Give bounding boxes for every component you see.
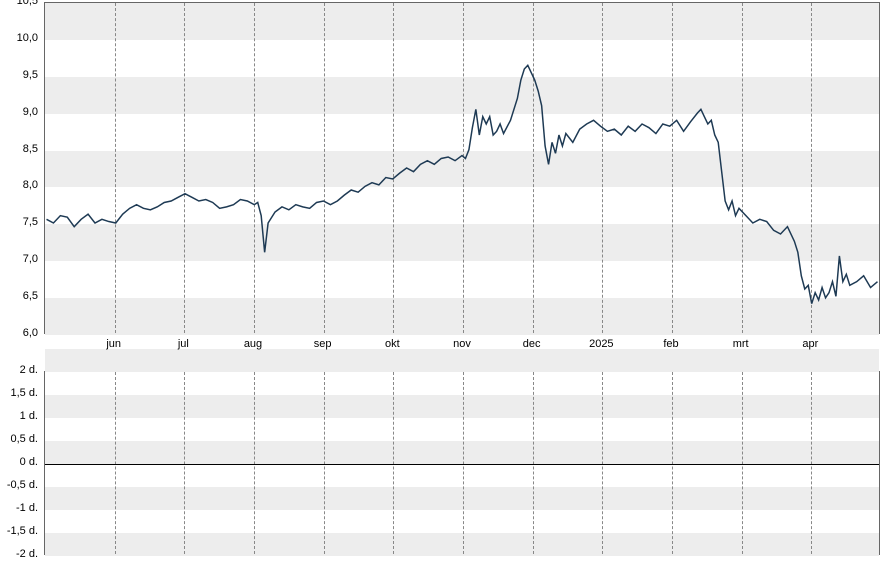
x-axis-label: jul [163,338,203,350]
y-axis-label: 6,5 [0,290,38,302]
chart-container: (c) Trivano.com 6,06,57,07,58,08,59,09,5… [0,0,888,565]
y-axis-label: 10,5 [0,0,38,7]
x-axis-label: 2025 [581,338,621,350]
gridline-vertical [184,372,185,554]
y-axis-label: 9,5 [0,69,38,81]
gridline-vertical [811,372,812,554]
gridline-vertical [463,372,464,554]
gridline-vertical [254,372,255,554]
y-axis-label: 1,5 d. [0,387,38,399]
y-axis-label: 2 d. [0,364,38,376]
y-axis-label: 1 d. [0,410,38,422]
x-axis-label: mrt [721,338,761,350]
grid-band [45,349,879,372]
gridline-vertical [602,372,603,554]
y-axis-label: 7,0 [0,253,38,265]
y-axis-label: -1,5 d. [0,525,38,537]
grid-band [45,533,879,556]
y-axis-label: 0,5 d. [0,433,38,445]
x-axis-label: jun [94,338,134,350]
grid-band [45,441,879,464]
gridline-vertical [672,372,673,554]
price-chart-panel [44,2,880,334]
y-axis-label: -2 d. [0,548,38,560]
gridline-vertical [742,372,743,554]
y-axis-label: 8,0 [0,179,38,191]
gridline-vertical [115,372,116,554]
y-axis-label: -1 d. [0,502,38,514]
x-axis-label: sep [303,338,343,350]
grid-band [45,487,879,510]
y-axis-label: 10,0 [0,32,38,44]
zero-line [45,464,879,465]
y-axis-label: -0,5 d. [0,479,38,491]
y-axis-label: 6,0 [0,327,38,339]
price-line-path [47,65,878,303]
x-axis-label: feb [651,338,691,350]
indicator-chart-panel [44,371,880,555]
x-axis-label: nov [442,338,482,350]
y-axis-label: 8,5 [0,143,38,155]
gridline-vertical [393,372,394,554]
grid-band [45,395,879,418]
gridline-vertical [324,372,325,554]
gridline-vertical [533,372,534,554]
price-line-svg [45,3,879,333]
x-axis-label: okt [372,338,412,350]
x-axis-label: dec [512,338,552,350]
y-axis-label: 0 d. [0,456,38,468]
y-axis-label: 9,0 [0,106,38,118]
x-axis-label: apr [790,338,830,350]
x-axis-label: aug [233,338,273,350]
y-axis-label: 7,5 [0,216,38,228]
